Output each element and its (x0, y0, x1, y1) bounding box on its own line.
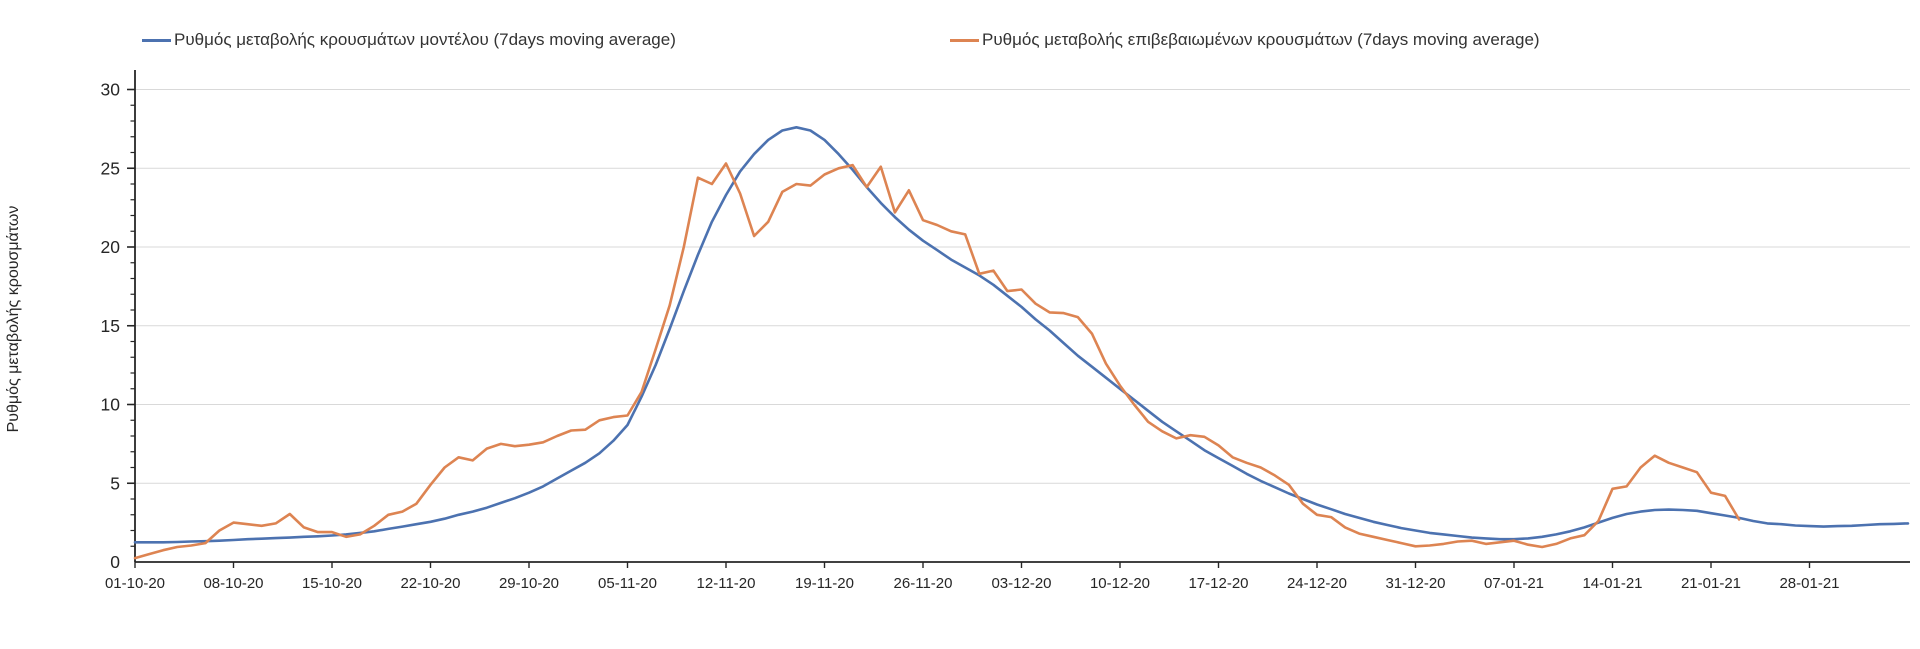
y-tick-label-10: 10 (101, 395, 121, 415)
y-tick-label-0: 0 (110, 552, 120, 572)
x-tick-label-26-11-20: 26-11-20 (894, 575, 953, 592)
x-tick-label-17-12-20: 17-12-20 (1188, 575, 1248, 592)
series-line-0 (133, 126, 1910, 544)
legend-line-sample-model-icon (142, 38, 171, 42)
y-tick-label-20: 20 (101, 237, 121, 257)
y-tick-label-30: 30 (101, 80, 121, 100)
x-tick-label-12-11-20: 12-11-20 (697, 575, 756, 592)
x-tick-label-07-01-21: 07-01-21 (1484, 575, 1544, 592)
x-tick-label-10-12-20: 10-12-20 (1090, 575, 1150, 592)
legend: Ρυθμός μεταβολής κρουσμάτων μοντέλου (7d… (0, 0, 1920, 56)
y-tick-label-25: 25 (101, 158, 120, 178)
series-line-1 (133, 162, 1741, 560)
x-tick-label-21-01-21: 21-01-21 (1681, 575, 1741, 592)
legend-line-sample-confirmed-icon (950, 38, 979, 42)
legend-item-model: Ρυθμός μεταβολής κρουσμάτων μοντέλου (7d… (142, 30, 676, 50)
x-tick-label-19-11-20: 19-11-20 (795, 575, 854, 592)
legend-label-model: Ρυθμός μεταβολής κρουσμάτων μοντέλου (7d… (174, 30, 676, 49)
x-tick-label-08-10-20: 08-10-20 (203, 575, 263, 592)
legend-label-confirmed: Ρυθμός μεταβολής επιβεβαιωμένων κρουσμάτ… (982, 30, 1540, 49)
x-tick-label-14-01-21: 14-01-21 (1582, 575, 1642, 592)
y-tick-label-15: 15 (101, 316, 120, 336)
x-tick-label-05-11-20: 05-11-20 (598, 575, 657, 592)
x-tick-label-29-10-20: 29-10-20 (499, 575, 559, 592)
x-tick-label-24-12-20: 24-12-20 (1287, 575, 1347, 592)
legend-item-confirmed: Ρυθμός μεταβολής επιβεβαιωμένων κρουσμάτ… (950, 30, 1540, 50)
x-tick-label-22-10-20: 22-10-20 (400, 575, 460, 592)
x-tick-label-31-12-20: 31-12-20 (1385, 575, 1445, 592)
x-tick-label-03-12-20: 03-12-20 (991, 575, 1051, 592)
x-tick-label-15-10-20: 15-10-20 (302, 575, 362, 592)
y-axis-title: Ρυθμός μεταβολής κρουσμάτων (5, 205, 22, 433)
x-tick-label-01-10-20: 01-10-20 (105, 575, 165, 592)
y-tick-label-5: 5 (110, 473, 120, 493)
x-tick-label-28-01-21: 28-01-21 (1779, 575, 1839, 592)
